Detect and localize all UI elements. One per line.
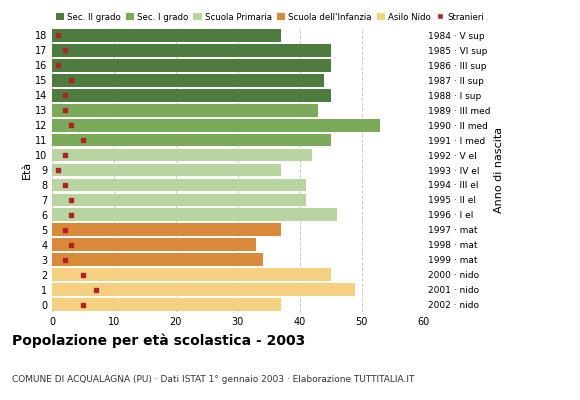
Text: COMUNE DI ACQUALAGNA (PU) · Dati ISTAT 1° gennaio 2003 · Elaborazione TUTTITALIA: COMUNE DI ACQUALAGNA (PU) · Dati ISTAT 1… (12, 375, 414, 384)
Y-axis label: Età: Età (22, 161, 32, 179)
Bar (52, 208, 337, 221)
Bar (52, 194, 306, 206)
Bar (52, 164, 281, 176)
Bar (52, 29, 281, 42)
Bar (52, 89, 331, 102)
Bar (52, 298, 281, 311)
Bar (52, 119, 380, 132)
Bar (52, 59, 331, 72)
Y-axis label: Anno di nascita: Anno di nascita (494, 127, 503, 213)
Bar (52, 134, 331, 146)
Bar (52, 253, 263, 266)
Bar (52, 178, 306, 191)
Bar (52, 283, 356, 296)
Text: Popolazione per età scolastica - 2003: Popolazione per età scolastica - 2003 (12, 334, 305, 348)
Bar (52, 268, 331, 281)
Bar (52, 104, 318, 116)
Bar (52, 74, 324, 87)
Bar (52, 149, 312, 162)
Bar (52, 224, 281, 236)
Bar (52, 44, 331, 57)
Bar (52, 238, 256, 251)
Legend: Sec. II grado, Sec. I grado, Scuola Primaria, Scuola dell'Infanzia, Asilo Nido, : Sec. II grado, Sec. I grado, Scuola Prim… (52, 9, 487, 25)
